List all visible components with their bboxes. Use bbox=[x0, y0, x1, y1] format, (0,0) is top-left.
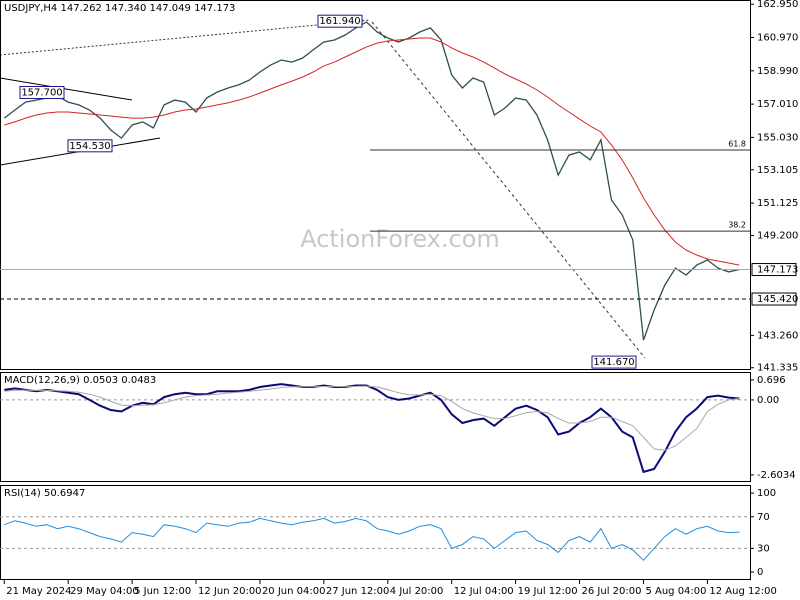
x-tick-label: 12 Jul 04:00 bbox=[454, 586, 514, 597]
y-tick-label: 151.125 bbox=[757, 198, 798, 209]
series-line bbox=[4, 37, 740, 266]
x-tick-label: 20 Jun 04:00 bbox=[262, 586, 326, 597]
series-line bbox=[4, 385, 740, 451]
x-tick-label: 19 Jul 12:00 bbox=[518, 586, 578, 597]
x-tick-label: 12 Aug 12:00 bbox=[709, 586, 776, 597]
channel-line bbox=[0, 77, 133, 101]
watermark: ActionForex.com bbox=[300, 225, 500, 253]
chart-title: USDJPY,H4 147.262 147.340 147.049 147.17… bbox=[4, 3, 235, 14]
series-line bbox=[4, 383, 740, 474]
annotation-box bbox=[19, 86, 65, 99]
series-line bbox=[3, 21, 740, 341]
price-box bbox=[751, 263, 797, 277]
x-tick-label: 26 Jul 20:00 bbox=[582, 586, 642, 597]
y-tick-label: 157.010 bbox=[757, 99, 798, 110]
y-tick-label: -2.6034 bbox=[757, 470, 796, 481]
pane-frame bbox=[0, 0, 751, 370]
pane-frame bbox=[0, 485, 751, 580]
x-tick-label: 12 Jun 20:00 bbox=[198, 586, 262, 597]
y-tick-label: 153.105 bbox=[757, 165, 798, 176]
series-line bbox=[4, 517, 740, 562]
trend-line bbox=[371, 21, 646, 359]
annotation-box bbox=[591, 355, 637, 369]
x-tick-label: 21 May 2024 bbox=[6, 586, 71, 597]
y-tick-label: 0 bbox=[757, 567, 763, 578]
annotation-box bbox=[317, 14, 363, 28]
annotation-label: 157.700 bbox=[21, 88, 62, 99]
y-tick-label: 0.00 bbox=[757, 395, 779, 406]
x-tick-label: 5 Aug 04:00 bbox=[645, 586, 706, 597]
x-tick-label: 5 Jun 12:00 bbox=[134, 586, 191, 597]
trend-line bbox=[0, 19, 371, 56]
support-label: 145.420 bbox=[757, 294, 798, 305]
y-tick-label: 149.200 bbox=[757, 230, 798, 241]
y-tick-label: 30 bbox=[757, 543, 770, 554]
y-tick-label: 0.696 bbox=[757, 375, 786, 386]
y-tick-label: 155.030 bbox=[757, 132, 798, 143]
y-tick-label: 162.950 bbox=[757, 0, 798, 10]
price-box bbox=[751, 292, 797, 306]
indicator-title: RSI(14) 50.6947 bbox=[4, 488, 85, 499]
y-tick-label: 100 bbox=[757, 488, 776, 499]
last-price-label: 147.173 bbox=[757, 265, 798, 276]
x-tick-label: 29 May 04:00 bbox=[70, 586, 139, 597]
annotation-label: 161.940 bbox=[319, 16, 360, 27]
annotation-box bbox=[67, 139, 113, 153]
indicator-title: MACD(12,26,9) 0.0503 0.0483 bbox=[4, 375, 156, 386]
annotation-label: 141.670 bbox=[593, 357, 634, 368]
y-tick-label: 160.970 bbox=[757, 33, 798, 44]
y-tick-label: 70 bbox=[757, 512, 770, 523]
x-tick-label: 27 Jun 12:00 bbox=[326, 586, 390, 597]
fib-label: 61.8 bbox=[728, 140, 746, 149]
fib-label: 38.2 bbox=[728, 221, 746, 230]
annotation-label: 154.530 bbox=[69, 141, 110, 152]
y-tick-label: 143.260 bbox=[757, 330, 798, 341]
y-tick-label: 158.990 bbox=[757, 66, 798, 77]
pane-frame bbox=[0, 372, 751, 482]
y-tick-label: 141.335 bbox=[757, 363, 798, 374]
x-tick-label: 4 Jul 20:00 bbox=[390, 586, 444, 597]
